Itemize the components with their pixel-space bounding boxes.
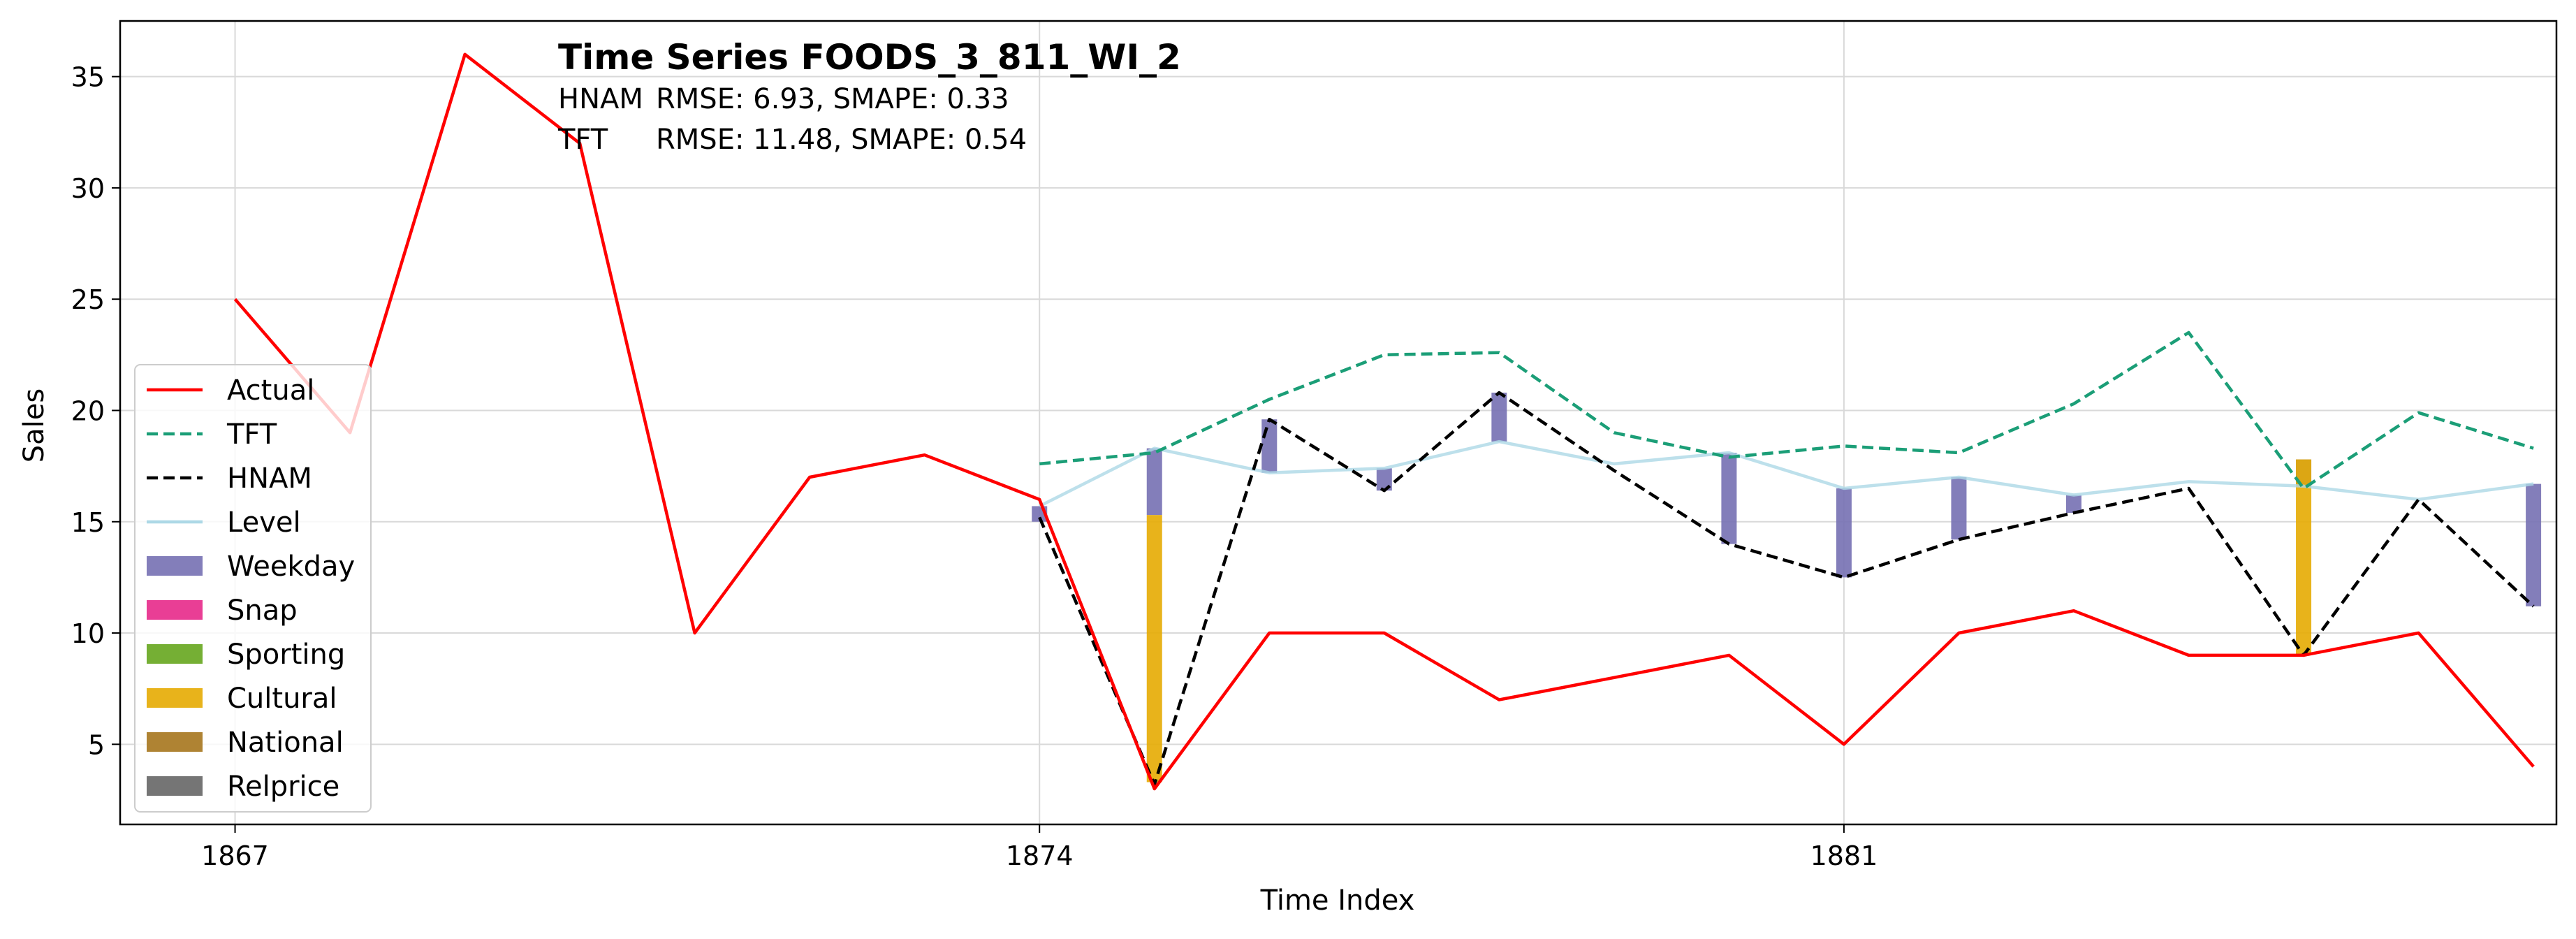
component-bar-weekday bbox=[1836, 488, 1852, 578]
legend-swatch-sporting bbox=[147, 644, 203, 664]
legend-label-actual: Actual bbox=[227, 374, 314, 407]
x-tick-label: 1881 bbox=[1810, 840, 1878, 871]
y-tick-label: 15 bbox=[71, 507, 105, 538]
y-tick-label: 10 bbox=[71, 618, 105, 649]
series-line-hnam bbox=[1038, 391, 2535, 786]
component-bar-weekday bbox=[1491, 392, 1507, 442]
legend-label-national: National bbox=[227, 727, 344, 759]
component-bar-weekday bbox=[2065, 495, 2081, 514]
series-lines bbox=[233, 52, 2535, 791]
legend-swatch-snap bbox=[147, 600, 203, 620]
series-line-actual bbox=[233, 52, 2535, 791]
legend-label-relprice: Relprice bbox=[227, 771, 339, 803]
legend-swatch-cultural bbox=[147, 688, 203, 708]
legend-label-level: Level bbox=[227, 507, 301, 539]
component-bar-weekday bbox=[1261, 419, 1278, 473]
x-axis-label: Time Index bbox=[1260, 885, 1415, 917]
y-tick-label: 25 bbox=[71, 284, 105, 315]
component-bar-weekday bbox=[1376, 468, 1392, 491]
component-bar-cultural bbox=[2296, 459, 2312, 655]
legend-swatch-weekday bbox=[147, 556, 203, 576]
legend-label-sporting: Sporting bbox=[227, 639, 345, 671]
tft-metric-values: RMSE: 11.48, SMAPE: 0.54 bbox=[656, 124, 1027, 156]
series-line-tft bbox=[1039, 330, 2534, 490]
component-bar-cultural bbox=[1146, 515, 1162, 782]
component-bar-weekday bbox=[1721, 453, 1737, 544]
component-bar-weekday bbox=[2526, 483, 2542, 606]
component-bar-weekday bbox=[1146, 448, 1162, 516]
tft-metric-model: TFT bbox=[557, 124, 608, 156]
series-line-level bbox=[1039, 439, 2534, 508]
legend-label-snap: Snap bbox=[227, 595, 298, 627]
legend: Actual TFT HNAM Level Weekday Snap Sporting Cul… bbox=[134, 364, 372, 813]
component-bars bbox=[1032, 392, 2542, 782]
y-tick-label: 5 bbox=[88, 729, 105, 760]
chart-title: Time Series FOODS_3_811_WI_2 bbox=[558, 37, 1181, 78]
x-tick-label: 1867 bbox=[201, 840, 269, 871]
y-tick-label: 20 bbox=[71, 395, 105, 426]
grid bbox=[120, 21, 2556, 824]
legend-label-weekday: Weekday bbox=[227, 551, 355, 583]
y-tick-label: 30 bbox=[71, 173, 105, 204]
legend-swatch-national bbox=[147, 732, 203, 752]
legend-label-tft: TFT bbox=[226, 418, 277, 451]
x-tick-label: 1874 bbox=[1006, 840, 1074, 871]
y-axis-label: Sales bbox=[18, 388, 50, 463]
hnam-metric-values: RMSE: 6.93, SMAPE: 0.33 bbox=[656, 83, 1009, 115]
axis-ticks: 5 10 15 20 25 30 35 1867 1874 1881 bbox=[71, 62, 1878, 871]
component-bar-weekday bbox=[1951, 477, 1967, 540]
plot-area-frame bbox=[119, 20, 2558, 826]
legend-swatch-relprice bbox=[147, 776, 203, 796]
y-tick-label: 35 bbox=[71, 62, 105, 93]
legend-label-cultural: Cultural bbox=[227, 683, 337, 715]
hnam-metric-model: HNAM bbox=[558, 83, 643, 115]
legend-label-hnam: HNAM bbox=[227, 463, 312, 495]
